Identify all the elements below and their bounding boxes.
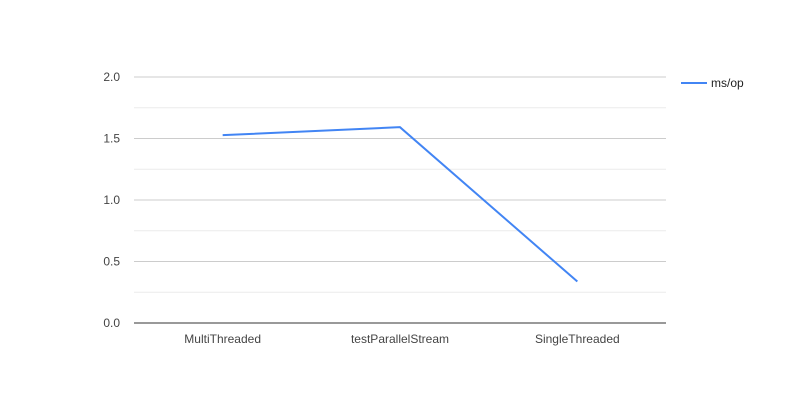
x-axis-tick-labels: MultiThreaded testParallelStream SingleThr…	[184, 332, 619, 346]
y-tick-label: 0.5	[103, 255, 120, 269]
x-tick-label: MultiThreaded	[184, 332, 261, 346]
y-tick-label: 1.0	[103, 193, 120, 207]
y-tick-label: 0.0	[103, 316, 120, 330]
x-tick-label: SingleThreaded	[535, 332, 620, 346]
legend: ms/op	[681, 76, 744, 90]
gridlines	[134, 76, 666, 293]
y-tick-label: 2.0	[103, 70, 120, 84]
y-tick-label: 1.5	[103, 132, 120, 146]
series-line-ms-op	[222, 126, 578, 283]
series-lines	[222, 126, 578, 283]
y-axis-tick-labels: 0.0 0.5 1.0 1.5 2.0	[103, 70, 120, 330]
legend-label: ms/op	[711, 76, 744, 90]
x-tick-label: testParallelStream	[351, 332, 449, 346]
